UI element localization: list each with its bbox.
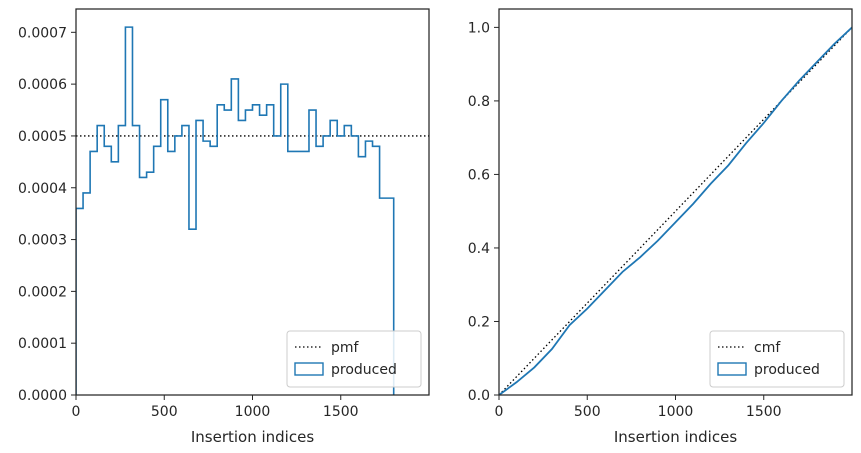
y-tick-label: 0.2 [468,314,490,330]
legend-label-cmf: cmf [754,340,781,356]
x-tick-label: 1500 [746,404,782,420]
y-tick-label: 0.0 [468,388,490,404]
series-produced-step [76,26,395,395]
legend: pmf produced [286,330,422,388]
x-tick-label: 500 [151,404,178,420]
right-cmf-panel: 0 500 1000 1500 0.0 0.2 0.4 0.6 0.8 1.0 Insertion … [468,8,853,446]
y-tick-label: 0.6 [468,167,490,183]
x-tick-label: 1000 [658,404,694,420]
y-tick-label: 0.0001 [18,336,67,352]
x-tick-label: 1000 [235,404,271,420]
y-tick-label: 0.0005 [18,129,67,145]
x-axis-label: Insertion indices [191,428,314,446]
legend-box [286,330,422,388]
legend-label-produced: produced [331,362,397,378]
y-tick-label: 0.8 [468,94,490,110]
y-tick-label: 0.0007 [18,25,67,41]
legend: cmf produced [709,330,845,388]
axes-frame [498,8,853,396]
x-axis-label: Insertion indices [614,428,737,446]
x-tick-label: 500 [574,404,601,420]
legend-label-produced: produced [754,362,820,378]
legend-swatch-produced [294,362,324,376]
y-tick-label: 0.0004 [18,181,67,197]
y-tick-label: 0.0006 [18,77,67,93]
x-tick-label: 0 [72,404,81,420]
legend-swatch-produced [717,362,747,376]
left-pmf-panel: 0 500 1000 1500 0.0000 0.0001 0.0002 0.0003 0.00… [18,8,430,446]
legend-label-pmf: pmf [331,340,360,356]
y-tick-label: 1.0 [468,20,490,36]
series-group [76,26,429,395]
y-tick-label: 0.0000 [18,388,67,404]
y-tick-label: 0.4 [468,241,490,257]
x-tick-label: 0 [495,404,504,420]
axes-frame [75,8,430,396]
series-group [499,26,852,395]
y-tick-label: 0.0002 [18,284,67,300]
y-tick-label: 0.0003 [18,233,67,249]
series-produced-line [499,26,852,395]
legend-box [709,330,845,388]
x-tick-label: 1500 [323,404,359,420]
